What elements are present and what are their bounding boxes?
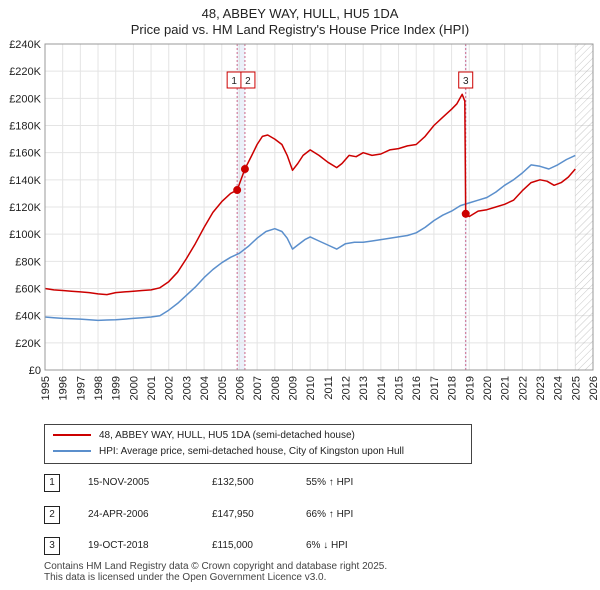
sale-row: 1 15-NOV-2005 £132,500 55% ↑ HPI <box>44 474 464 494</box>
y-tick-label: £240K <box>9 39 41 51</box>
sale-row: 3 19-OCT-2018 £115,000 6% ↓ HPI <box>44 537 464 557</box>
x-tick-label: 2020 <box>482 376 494 400</box>
sale-point <box>461 209 470 218</box>
footer: Contains HM Land Registry data © Crown c… <box>44 561 387 583</box>
legend-item-hpi: HPI: Average price, semi-detached house,… <box>53 445 404 459</box>
legend-swatch-property <box>53 434 91 437</box>
x-tick-label: 2003 <box>181 376 193 400</box>
sale-row: 2 24-APR-2006 £147,950 66% ↑ HPI <box>44 506 464 526</box>
y-tick-label: £120K <box>9 202 41 214</box>
x-tick-label: 2019 <box>464 376 476 400</box>
sale-price: £132,500 <box>212 477 254 488</box>
x-tick-label: 2016 <box>411 376 423 400</box>
x-tick-label: 2008 <box>270 376 282 400</box>
x-tick-label: 1996 <box>58 376 70 400</box>
footer-licence: This data is licensed under the Open Gov… <box>44 572 327 583</box>
sale-number-badge: 2 <box>44 506 60 524</box>
sale-price: £147,950 <box>212 509 254 520</box>
x-tick-label: 2012 <box>341 376 353 400</box>
y-tick-label: £180K <box>9 121 41 133</box>
x-tick-label: 1997 <box>75 376 87 400</box>
footer-copyright: Contains HM Land Registry data © Crown c… <box>44 561 388 572</box>
x-tick-label: 2002 <box>164 376 176 400</box>
x-tick-label: 2023 <box>535 376 547 400</box>
x-tick-label: 1998 <box>93 376 105 400</box>
sale-label: 2 <box>245 76 251 87</box>
sale-date: 15-NOV-2005 <box>88 477 150 488</box>
sale-label-box <box>240 71 256 89</box>
y-tick-label: £40K <box>15 311 41 323</box>
title-line-1: 48, ABBEY WAY, HULL, HU5 1DA <box>201 6 399 21</box>
sale-price: £115,000 <box>212 540 253 551</box>
sale-point <box>240 165 249 174</box>
x-tick-label: 2017 <box>429 376 441 400</box>
x-tick-label: 2025 <box>570 376 582 400</box>
sale-date: 24-APR-2006 <box>88 509 149 520</box>
legend-swatch-hpi <box>53 450 91 453</box>
y-tick-label: £220K <box>9 66 41 78</box>
sale-number-badge: 3 <box>44 537 60 555</box>
x-tick-label: 2014 <box>376 376 388 400</box>
sale-label-box <box>458 71 474 89</box>
sale-label: 3 <box>463 76 469 87</box>
y-tick-label: £140K <box>9 175 41 187</box>
x-tick-label: 2018 <box>447 376 459 400</box>
hpi-line <box>44 154 576 322</box>
sale-hpi-change: 66% ↑ HPI <box>306 509 354 520</box>
chart-title: 48, ABBEY WAY, HULL, HU5 1DA Price paid … <box>0 6 600 38</box>
y-tick-label: £60K <box>15 284 41 296</box>
x-tick-label: 2024 <box>553 376 565 400</box>
x-tick-label: 2007 <box>252 376 264 400</box>
legend-label-property: 48, ABBEY WAY, HULL, HU5 1DA (semi-detac… <box>99 430 355 441</box>
x-tick-label: 2009 <box>287 376 299 400</box>
y-tick-label: £0 <box>29 365 41 377</box>
x-tick-label: 2005 <box>217 376 229 400</box>
legend-label-hpi: HPI: Average price, semi-detached house,… <box>99 446 404 457</box>
sale-number-badge: 1 <box>44 474 60 492</box>
y-tick-label: £100K <box>9 229 41 241</box>
future-forecast-region <box>575 44 593 370</box>
sale-hpi-change: 6% ↓ HPI <box>306 540 348 551</box>
x-tick-label: 2000 <box>128 376 140 400</box>
sale-hpi-change: 55% ↑ HPI <box>306 477 354 488</box>
legend: 48, ABBEY WAY, HULL, HU5 1DA (semi-detac… <box>44 424 472 464</box>
x-tick-label: 2022 <box>517 376 529 400</box>
x-tick-label: 2026 <box>588 376 600 400</box>
sale-date: 19-OCT-2018 <box>88 540 149 551</box>
x-tick-label: 1999 <box>111 376 123 400</box>
title-line-2: Price paid vs. HM Land Registry's House … <box>130 22 470 37</box>
y-tick-label: £160K <box>9 148 41 160</box>
x-tick-label: 2021 <box>500 376 512 400</box>
y-tick-label: £20K <box>15 338 41 350</box>
x-tick-label: 2001 <box>146 376 158 400</box>
y-tick-label: £80K <box>15 256 41 268</box>
x-tick-label: 1995 <box>40 376 52 400</box>
property-price-line <box>44 93 576 296</box>
x-tick-label: 2004 <box>199 376 211 400</box>
plot-frame <box>44 43 594 371</box>
y-tick-label: £200K <box>9 93 41 105</box>
x-tick-label: 2013 <box>358 376 370 400</box>
x-tick-label: 2015 <box>394 376 406 400</box>
legend-item-property: 48, ABBEY WAY, HULL, HU5 1DA (semi-detac… <box>53 429 355 443</box>
x-tick-label: 2011 <box>323 376 335 400</box>
x-tick-label: 2010 <box>305 376 317 400</box>
sale-label: 1 <box>231 76 237 87</box>
x-tick-label: 2006 <box>234 376 246 400</box>
sale-point <box>233 186 242 195</box>
